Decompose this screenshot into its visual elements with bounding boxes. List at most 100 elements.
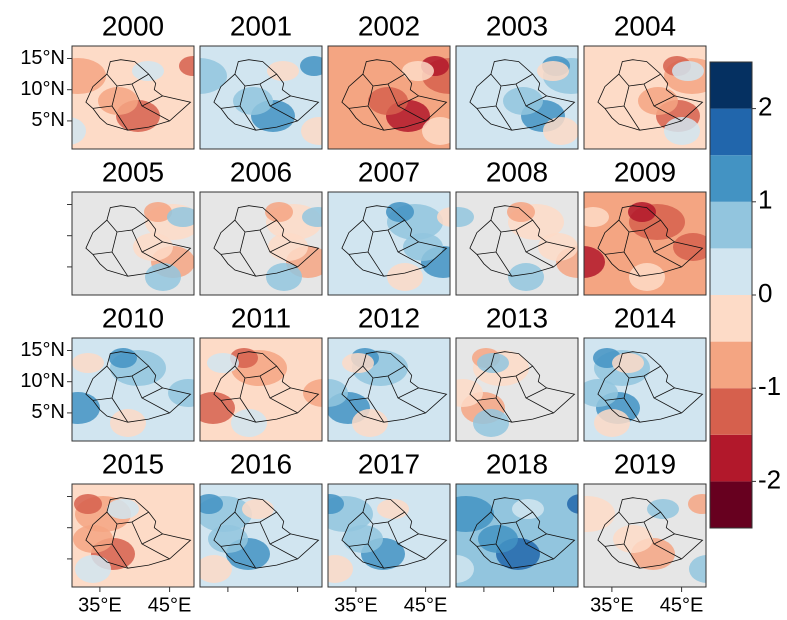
panel-title: 2001 bbox=[230, 10, 292, 41]
y-tick-label: 15°N bbox=[20, 47, 65, 69]
panel-frame bbox=[71, 191, 195, 296]
panel-frame bbox=[583, 191, 707, 296]
region-border bbox=[92, 73, 170, 131]
anomaly-patch bbox=[456, 496, 494, 532]
anomaly-patch bbox=[403, 233, 443, 261]
map-panel bbox=[583, 337, 707, 442]
anomaly-patch bbox=[342, 353, 374, 373]
anomaly-patch bbox=[629, 263, 665, 291]
map-panel bbox=[199, 483, 323, 588]
anomaly-patch bbox=[647, 499, 679, 519]
anomaly-patch bbox=[473, 409, 509, 437]
y-tick-label: 5°N bbox=[31, 401, 65, 423]
panel-title: 2003 bbox=[486, 10, 548, 41]
map-panel bbox=[455, 483, 579, 588]
anomaly-patch bbox=[343, 525, 383, 553]
panel-title: 2013 bbox=[486, 302, 548, 333]
anomaly-patch bbox=[422, 117, 450, 145]
colorbar-bin bbox=[710, 108, 752, 156]
region-border bbox=[476, 73, 554, 131]
anomaly-patch bbox=[74, 494, 102, 514]
x-tick-label: 35°E bbox=[78, 594, 122, 616]
map-field bbox=[72, 46, 194, 149]
map-field bbox=[456, 338, 578, 441]
map-field bbox=[72, 192, 194, 295]
map-field bbox=[584, 46, 706, 149]
panel-title: 2008 bbox=[486, 156, 548, 187]
anomaly-patch bbox=[352, 409, 388, 437]
anomaly-patch bbox=[688, 494, 706, 514]
map-field bbox=[200, 46, 322, 149]
anomaly-patch bbox=[231, 409, 267, 437]
map-field bbox=[328, 46, 450, 149]
map-field bbox=[584, 192, 706, 295]
panel-title: 2004 bbox=[614, 10, 676, 41]
anomaly-patch bbox=[72, 117, 86, 145]
country-border bbox=[213, 205, 320, 277]
panel-frame bbox=[455, 45, 579, 150]
map-panel bbox=[327, 337, 451, 442]
region-border bbox=[220, 511, 298, 569]
anomaly-patch bbox=[268, 233, 308, 261]
country-border bbox=[213, 59, 320, 131]
panel-frame bbox=[583, 483, 707, 588]
region-border bbox=[348, 365, 426, 423]
panel-frame bbox=[199, 483, 323, 588]
anomaly-patch bbox=[233, 87, 273, 115]
colorbar-tick-label: -2 bbox=[758, 464, 781, 494]
colorbar-tick-label: 1 bbox=[758, 185, 772, 215]
map-panel bbox=[455, 337, 579, 442]
map-panel bbox=[199, 337, 323, 442]
panel-frame bbox=[71, 45, 195, 150]
map-field bbox=[200, 484, 322, 587]
panel-frame bbox=[71, 337, 195, 442]
anomaly-patch bbox=[612, 353, 644, 373]
anomaly-patch bbox=[167, 207, 194, 227]
anomaly-patch bbox=[110, 409, 146, 437]
anomaly-patch bbox=[200, 494, 223, 514]
region-border bbox=[476, 219, 554, 277]
map-panel bbox=[583, 191, 707, 296]
x-tick-label: 35°E bbox=[590, 594, 634, 616]
panel-frame bbox=[455, 337, 579, 442]
panel-frame bbox=[199, 191, 323, 296]
map-panel bbox=[71, 337, 195, 442]
anomaly-patch bbox=[507, 202, 535, 222]
panel-frame bbox=[327, 483, 451, 588]
country-border bbox=[597, 59, 704, 131]
anomaly-patch bbox=[543, 117, 578, 145]
panel-frame bbox=[583, 337, 707, 442]
panel-title: 2014 bbox=[614, 302, 676, 333]
country-border bbox=[85, 351, 192, 423]
map-panel bbox=[71, 45, 195, 150]
map-field bbox=[456, 192, 578, 295]
country-border bbox=[85, 59, 192, 131]
anomaly-patch bbox=[144, 202, 172, 222]
colorbar-bin bbox=[710, 481, 752, 528]
colorbar-bin bbox=[710, 248, 752, 295]
anomaly-patch bbox=[208, 525, 248, 553]
anomaly-patch bbox=[478, 525, 518, 553]
panel-title: 2010 bbox=[102, 302, 164, 333]
x-tick-label: 45°E bbox=[148, 594, 192, 616]
colorbar-bin bbox=[710, 295, 752, 342]
anomaly-patch bbox=[387, 263, 423, 291]
map-panel bbox=[455, 191, 579, 296]
anomaly-patch bbox=[456, 207, 474, 227]
anomaly-patch bbox=[109, 348, 137, 368]
panel-frame bbox=[199, 337, 323, 442]
country-border bbox=[597, 205, 704, 277]
anomaly-patch bbox=[508, 263, 544, 291]
anomaly-patch bbox=[328, 379, 348, 407]
map-field bbox=[328, 192, 450, 295]
anomaly-patch bbox=[265, 202, 293, 222]
anomaly-patch bbox=[477, 353, 509, 373]
anomaly-patch bbox=[689, 555, 706, 583]
panel-title: 2011 bbox=[231, 302, 291, 333]
panel-title: 2017 bbox=[358, 448, 420, 479]
anomaly-patch bbox=[75, 555, 111, 583]
region-border bbox=[348, 219, 426, 277]
map-field bbox=[456, 484, 578, 587]
colorbar-tick-label: 2 bbox=[758, 91, 772, 121]
anomaly-patch bbox=[538, 233, 578, 261]
